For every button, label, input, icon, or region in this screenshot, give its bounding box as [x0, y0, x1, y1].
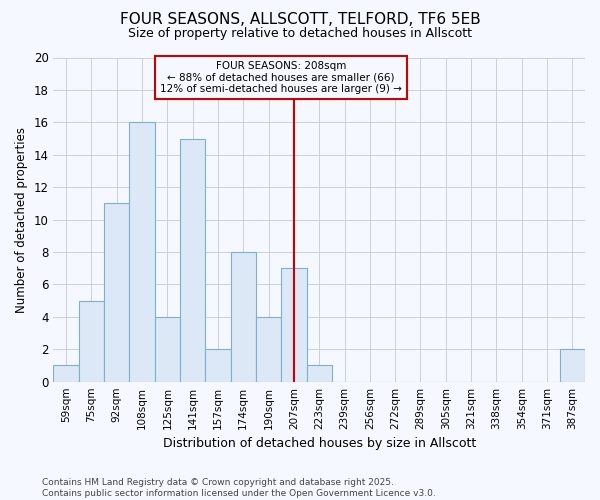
Text: Contains HM Land Registry data © Crown copyright and database right 2025.
Contai: Contains HM Land Registry data © Crown c…: [42, 478, 436, 498]
Bar: [53, 366, 79, 382]
Bar: [205, 350, 230, 382]
Bar: [180, 138, 205, 382]
Bar: [560, 350, 585, 382]
Bar: [307, 366, 332, 382]
Bar: [281, 268, 307, 382]
Bar: [79, 300, 104, 382]
X-axis label: Distribution of detached houses by size in Allscott: Distribution of detached houses by size …: [163, 437, 476, 450]
Text: FOUR SEASONS, ALLSCOTT, TELFORD, TF6 5EB: FOUR SEASONS, ALLSCOTT, TELFORD, TF6 5EB: [119, 12, 481, 28]
Bar: [256, 317, 281, 382]
Bar: [230, 252, 256, 382]
Bar: [104, 204, 130, 382]
Bar: [130, 122, 155, 382]
Y-axis label: Number of detached properties: Number of detached properties: [15, 126, 28, 312]
Bar: [155, 317, 180, 382]
Text: FOUR SEASONS: 208sqm
← 88% of detached houses are smaller (66)
12% of semi-detac: FOUR SEASONS: 208sqm ← 88% of detached h…: [160, 60, 402, 94]
Text: Size of property relative to detached houses in Allscott: Size of property relative to detached ho…: [128, 28, 472, 40]
